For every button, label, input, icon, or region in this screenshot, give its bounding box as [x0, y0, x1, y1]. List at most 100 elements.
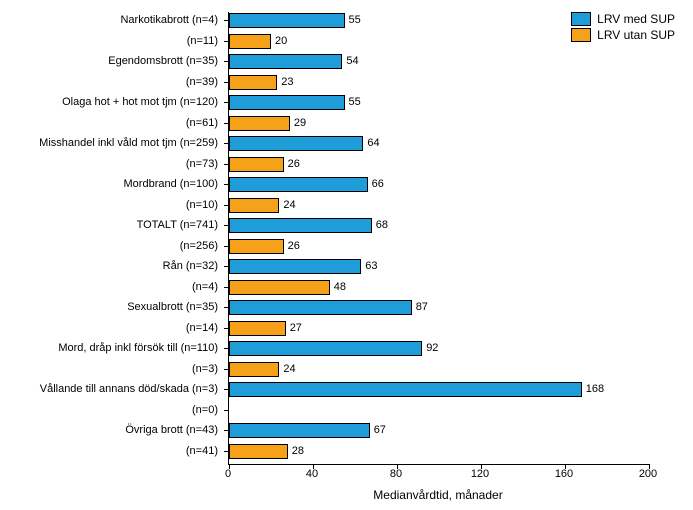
bar [229, 95, 345, 110]
y-tick-mark [224, 430, 228, 431]
y-tick-label: (n=4) [0, 279, 218, 296]
bar [229, 341, 422, 356]
y-tick-label: (n=256) [0, 238, 218, 255]
y-tick-mark [224, 410, 228, 411]
bar [229, 157, 284, 172]
bar [229, 444, 288, 459]
y-tick-label: (n=73) [0, 156, 218, 173]
bar [229, 13, 345, 28]
chart-row: (n=39) 23 [0, 74, 693, 91]
bar-value-label: 24 [279, 361, 295, 378]
y-tick-label: Mordbrand (n=100) [0, 176, 218, 193]
chart-row: Mord, dråp inkl försök till (n=110) 92 [0, 340, 693, 357]
y-tick-mark [224, 164, 228, 165]
x-tick-label: 0 [208, 468, 248, 480]
y-tick-mark [224, 307, 228, 308]
bar [229, 75, 277, 90]
bar-value-label: 54 [342, 53, 358, 70]
y-tick-label: TOTALT (n=741) [0, 217, 218, 234]
bar-value-label: 48 [330, 279, 346, 296]
bar-value-label: 92 [422, 340, 438, 357]
bar-value-label: 63 [361, 258, 377, 275]
bar-value-label: 55 [345, 94, 361, 111]
bar [229, 34, 271, 49]
bar [229, 362, 279, 377]
bar [229, 177, 368, 192]
bar [229, 116, 290, 131]
y-tick-label: Rån (n=32) [0, 258, 218, 275]
y-tick-label: (n=14) [0, 320, 218, 337]
bar-value-label: 87 [412, 299, 428, 316]
bar [229, 280, 330, 295]
y-tick-mark [224, 369, 228, 370]
y-tick-mark [224, 123, 228, 124]
y-tick-label: (n=39) [0, 74, 218, 91]
chart-container: LRV med SUPLRV utan SUP Medianvårdtid, m… [0, 0, 693, 510]
y-tick-mark [224, 82, 228, 83]
chart-row: (n=0) [0, 402, 693, 419]
y-tick-mark [224, 41, 228, 42]
y-tick-label: Vållande till annans död/skada (n=3) [0, 381, 218, 398]
x-tick-label: 80 [376, 468, 416, 480]
bar-value-label: 168 [582, 381, 604, 398]
bar-value-label: 26 [284, 238, 300, 255]
y-tick-label: Egendomsbrott (n=35) [0, 53, 218, 70]
bar [229, 423, 370, 438]
chart-row: Mordbrand (n=100)66 [0, 176, 693, 193]
y-tick-label: Övriga brott (n=43) [0, 422, 218, 439]
y-tick-label: Narkotikabrott (n=4) [0, 12, 218, 29]
x-axis-title: Medianvårdtid, månader [228, 488, 648, 502]
x-tick-label: 160 [544, 468, 584, 480]
bar-value-label: 67 [370, 422, 386, 439]
bar-value-label: 23 [277, 74, 293, 91]
chart-row: (n=10)24 [0, 197, 693, 214]
y-tick-label: Sexualbrott (n=35) [0, 299, 218, 316]
chart-row: (n=3) 24 [0, 361, 693, 378]
bar [229, 239, 284, 254]
chart-row: Egendomsbrott (n=35) 54 [0, 53, 693, 70]
chart-row: (n=256) 26 [0, 238, 693, 255]
y-tick-mark [224, 102, 228, 103]
y-tick-mark [224, 348, 228, 349]
y-tick-label: Mord, dråp inkl försök till (n=110) [0, 340, 218, 357]
y-tick-label: (n=41) [0, 443, 218, 460]
y-tick-mark [224, 451, 228, 452]
chart-row: Rån (n=32) 63 [0, 258, 693, 275]
y-tick-mark [224, 20, 228, 21]
y-tick-label: (n=10) [0, 197, 218, 214]
bar [229, 198, 279, 213]
y-tick-label: (n=3) [0, 361, 218, 378]
chart-row: TOTALT (n=741) 68 [0, 217, 693, 234]
y-tick-mark [224, 287, 228, 288]
y-tick-label: Olaga hot + hot mot tjm (n=120) [0, 94, 218, 111]
y-tick-mark [224, 205, 228, 206]
chart-row: (n=4) 48 [0, 279, 693, 296]
chart-row: (n=11) 20 [0, 33, 693, 50]
y-tick-mark [224, 184, 228, 185]
y-tick-mark [224, 328, 228, 329]
chart-row: (n=14) 27 [0, 320, 693, 337]
y-tick-label: Misshandel inkl våld mot tjm (n=259) [0, 135, 218, 152]
chart-row: (n=41) 28 [0, 443, 693, 460]
y-tick-label: (n=61) [0, 115, 218, 132]
chart-row: (n=73) 26 [0, 156, 693, 173]
bar [229, 382, 582, 397]
bar [229, 321, 286, 336]
bar-value-label: 68 [372, 217, 388, 234]
chart-row: Vållande till annans död/skada (n=3) 168 [0, 381, 693, 398]
bar-value-label: 26 [284, 156, 300, 173]
chart-row: Misshandel inkl våld mot tjm (n=259) 64 [0, 135, 693, 152]
y-tick-mark [224, 61, 228, 62]
bar-value-label: 20 [271, 33, 287, 50]
x-tick-label: 40 [292, 468, 332, 480]
x-tick-label: 200 [628, 468, 668, 480]
bar-value-label: 27 [286, 320, 302, 337]
bar-value-label: 29 [290, 115, 306, 132]
bar-value-label: 28 [288, 443, 304, 460]
bar [229, 54, 342, 69]
bar-value-label: 64 [363, 135, 379, 152]
chart-row: Sexualbrott (n=35) 87 [0, 299, 693, 316]
y-tick-label: (n=11) [0, 33, 218, 50]
x-tick-label: 120 [460, 468, 500, 480]
y-tick-mark [224, 389, 228, 390]
